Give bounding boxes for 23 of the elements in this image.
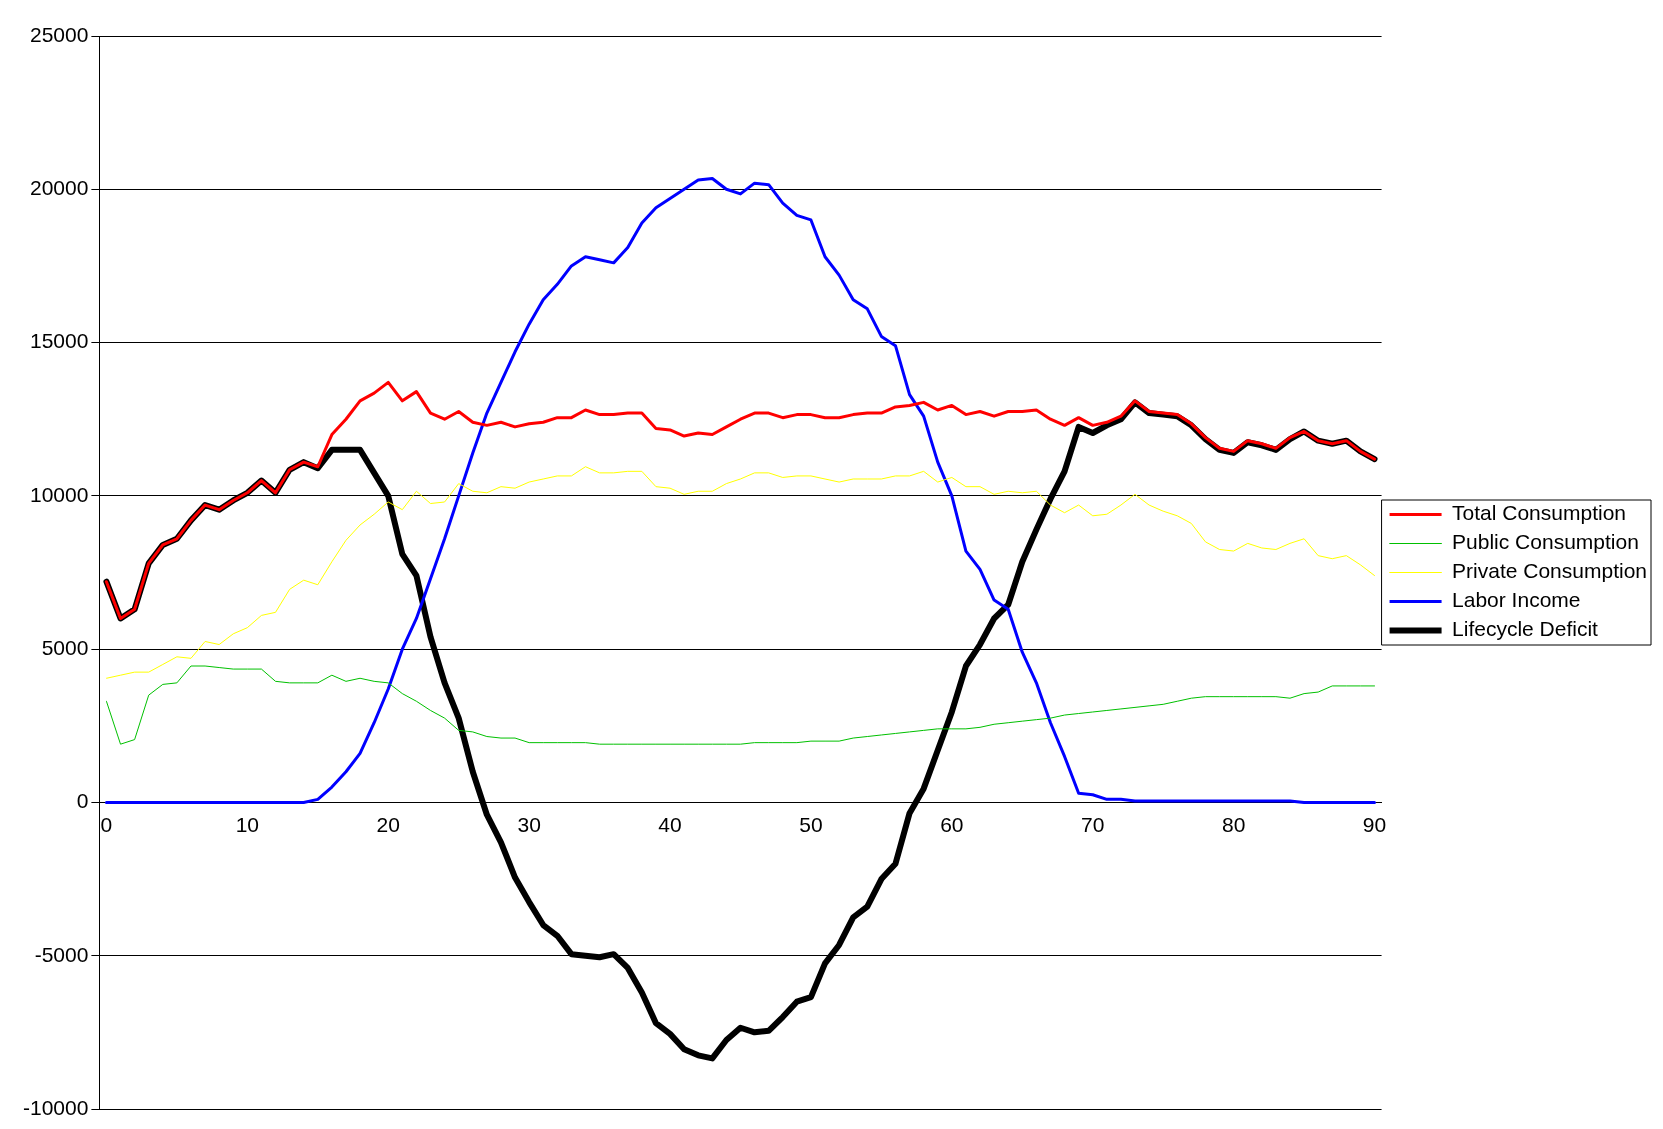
y-tick-label: -10000 [23, 1095, 89, 1119]
y-tick-label: -5000 [34, 942, 89, 966]
y-tick-label: 0 [76, 789, 89, 813]
x-tick-label: 10 [235, 812, 260, 836]
y-tick-label: 5000 [41, 635, 89, 659]
y-tick-label: 15000 [29, 329, 89, 353]
x-tick-label: 30 [517, 812, 541, 836]
y-tick-label: 10000 [29, 482, 89, 506]
legend-label: Private Consumption [1452, 559, 1648, 583]
x-tick-label: 80 [1221, 812, 1246, 836]
y-tick-label: 20000 [29, 176, 89, 200]
x-tick-label: 0 [100, 812, 113, 836]
legend-label: Labor Income [1452, 588, 1581, 612]
y-tick-label: 25000 [29, 22, 89, 46]
x-tick-label: 90 [1362, 812, 1387, 836]
x-tick-label: 20 [376, 812, 400, 836]
x-tick-label: 70 [1081, 812, 1105, 836]
x-tick-label: 60 [940, 812, 964, 836]
legend-label: Total Consumption [1452, 501, 1627, 525]
x-tick-label: 40 [658, 812, 682, 836]
legend-label: Public Consumption [1452, 530, 1639, 554]
x-tick-label: 50 [799, 812, 823, 836]
legend-label: Lifecycle Deficit [1452, 617, 1599, 641]
